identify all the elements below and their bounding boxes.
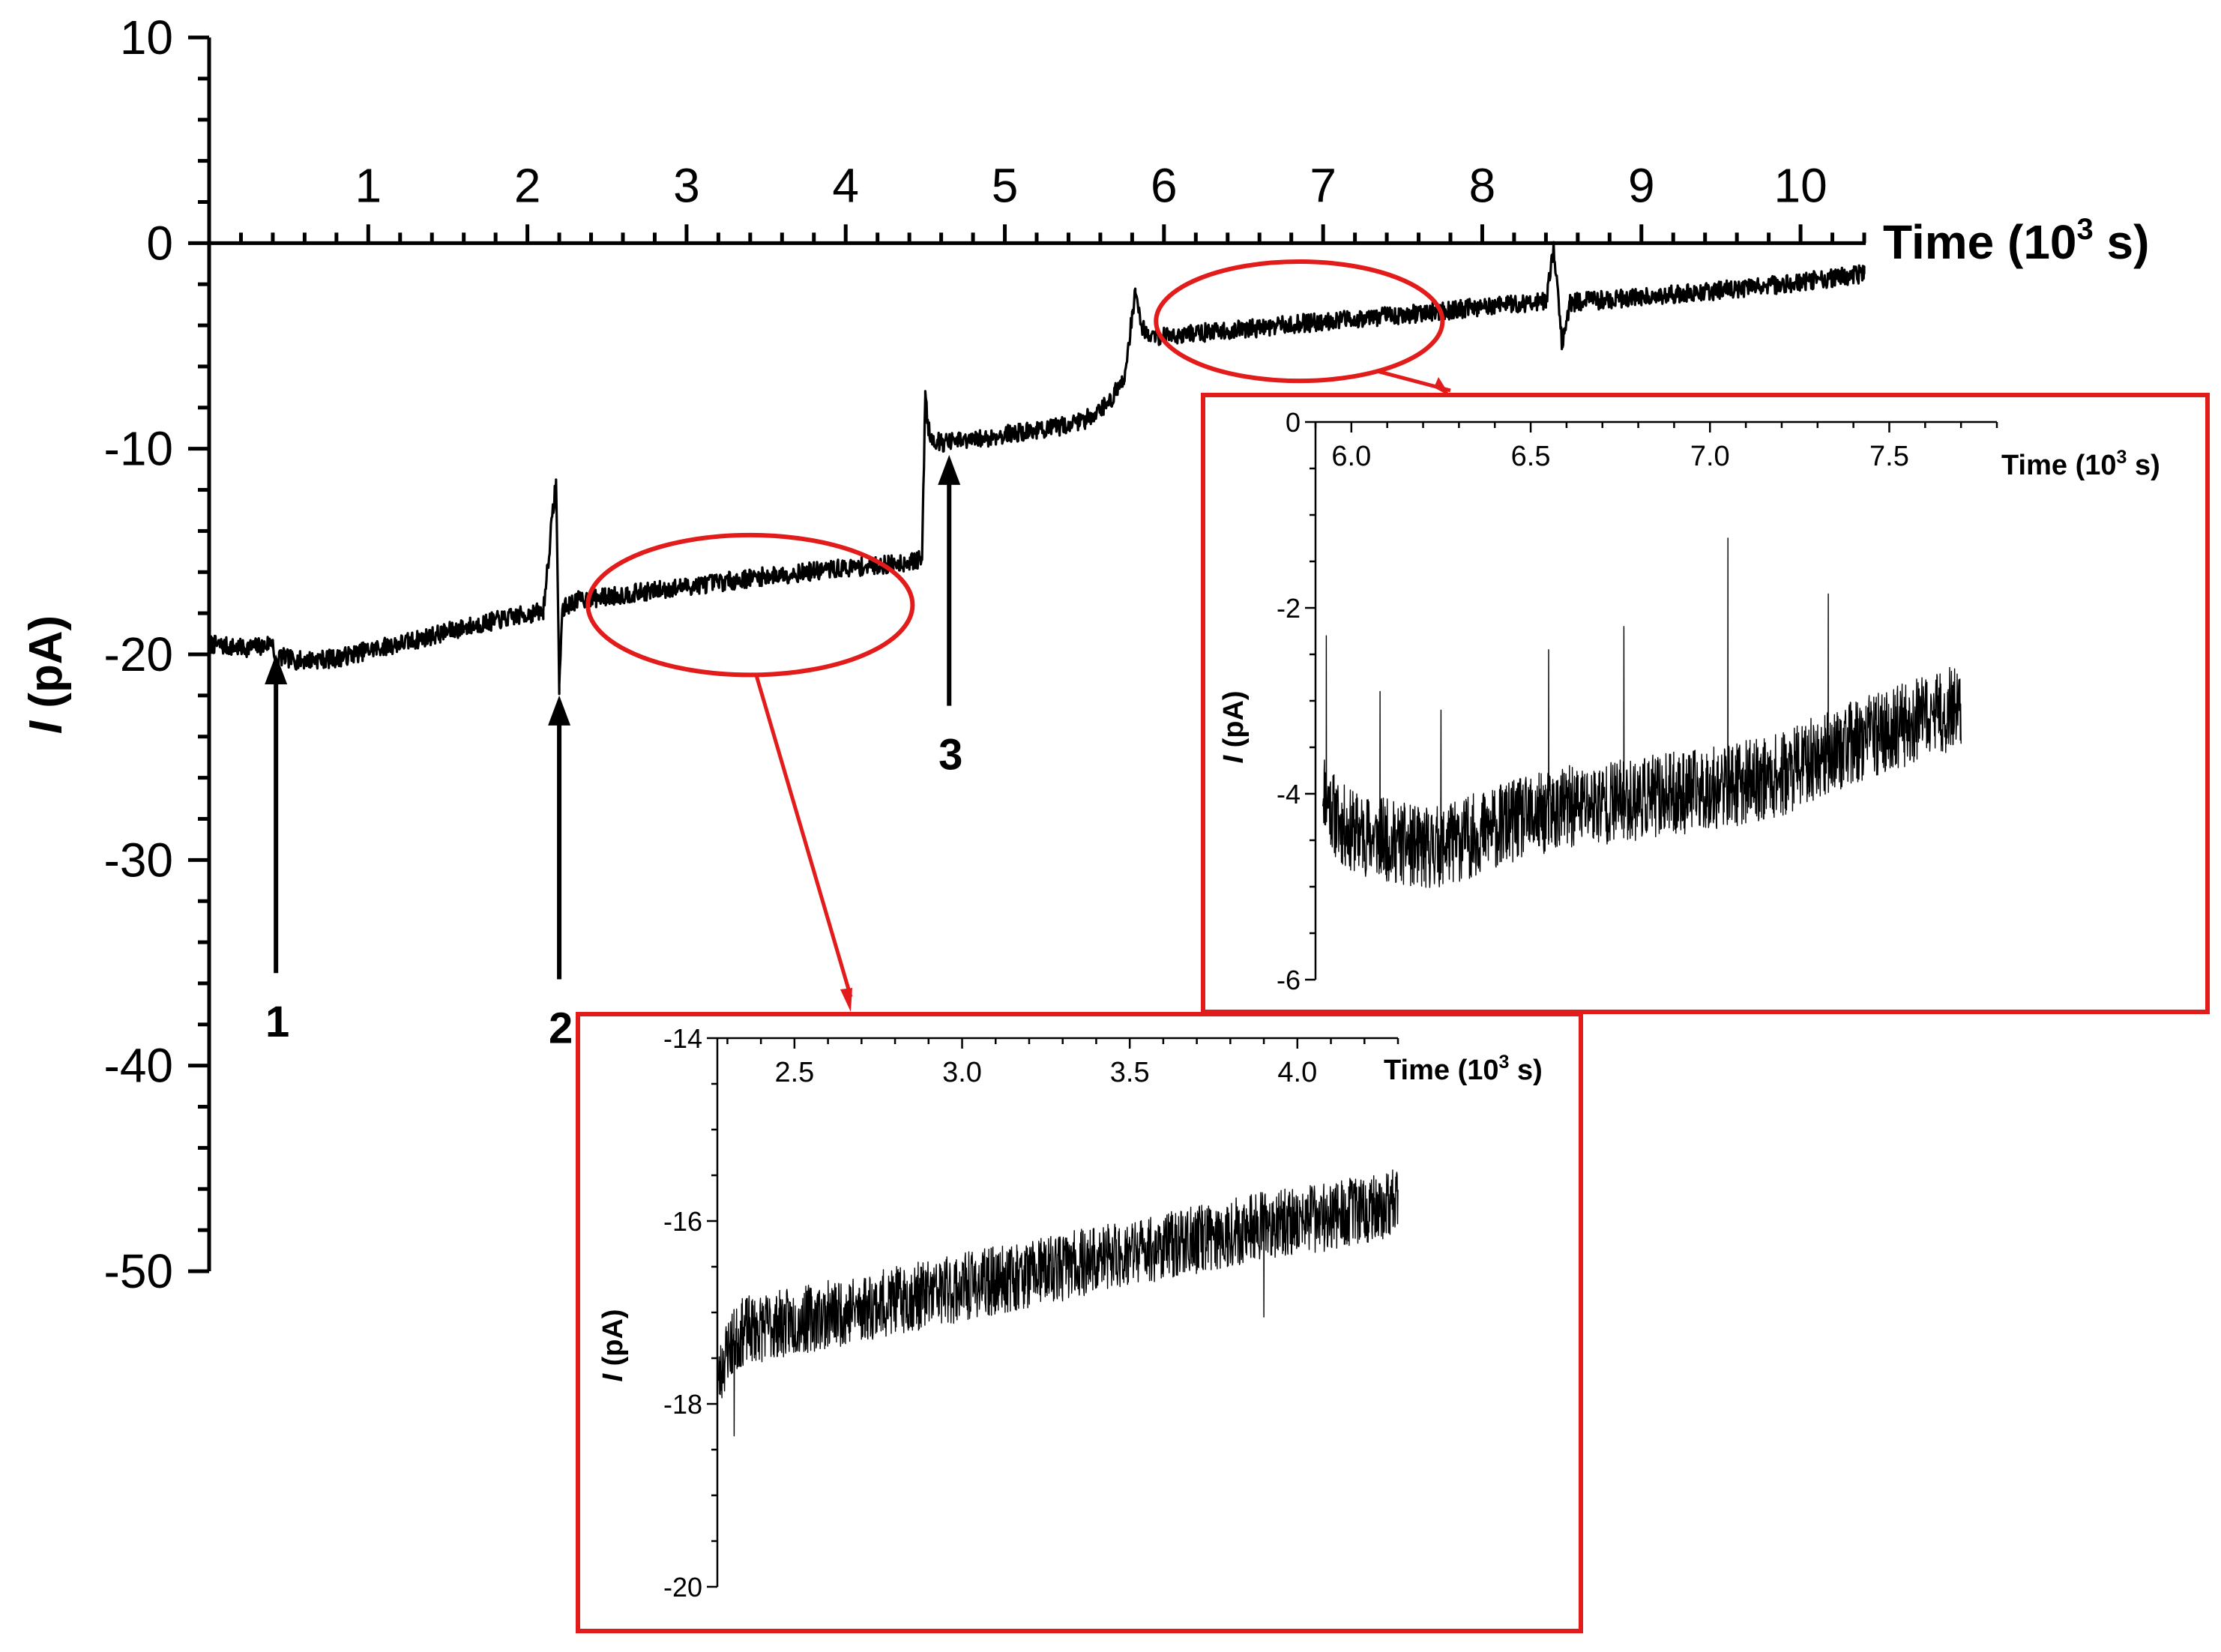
- inset-mid-y-axis-label-unit: (pA): [597, 1309, 629, 1374]
- mid-x-tick-label: 2.5: [774, 1057, 814, 1088]
- mid-y-tick-label: -18: [663, 1389, 702, 1420]
- main-x-axis-label-text: Time (10: [1883, 215, 2077, 269]
- inset-mid-y-axis-label: I (pA): [597, 1309, 629, 1381]
- inset-late-x-axis-label-unit: s): [2127, 450, 2160, 481]
- main-current-trace: [208, 241, 1866, 696]
- inset-late-y-axis-label-symbol: I: [1218, 755, 1250, 764]
- inset-late-ticks: [1305, 420, 1998, 981]
- main-x-tick-label: 9: [1628, 158, 1655, 212]
- injection-arrow-1: 1: [265, 654, 289, 1046]
- main-chart: 100-10-20-30-40-50 1 2 3 4 5 6 7 8 9 10 1 23 Time …: [20, 10, 2149, 1298]
- main-x-tick-label: 4: [832, 158, 859, 212]
- late-x-tick-label: 7.5: [1869, 441, 1909, 472]
- arrow-head-icon: [938, 454, 961, 485]
- inset-late-x-axis-label: Time (103 s): [2001, 447, 2160, 481]
- mid-x-tick-label: 3.0: [942, 1057, 982, 1088]
- main-x-tick-label: 10: [1774, 158, 1827, 212]
- inset-late-frame: [1201, 393, 2210, 1014]
- main-y-tick-label: 0: [146, 216, 173, 270]
- main-y-tick-labels: 10 0 -10 -20 -30 -40 -50: [104, 10, 174, 1298]
- arrow-label: 1: [265, 998, 289, 1046]
- main-y-axis-label-symbol: I: [20, 720, 72, 734]
- main-y-tick-label: -30: [104, 833, 174, 887]
- inset-mid-x-axis-label: Time (103 s): [1384, 1052, 1543, 1086]
- inset-late-current-trace: [1322, 537, 1962, 888]
- main-x-tick-label: 3: [673, 158, 700, 212]
- late-y-tick-label: -6: [1277, 965, 1301, 995]
- inset-late-y-tick-labels: 0 -2 -4 -6: [1277, 407, 1301, 995]
- main-x-tick-label: 1: [355, 158, 382, 212]
- main-y-tick-label: -20: [104, 627, 174, 681]
- inset-late-x-axis-label-exponent: 3: [2116, 447, 2127, 468]
- mid-y-tick-label: -16: [663, 1206, 702, 1237]
- inset-mid-chart: -14 -16 -18 -20 2.5 3.0 3.5 4.0 Time (103 s) I…: [576, 1012, 1583, 1633]
- arrow-label: 3: [938, 731, 962, 780]
- injection-arrow-3: 3: [938, 454, 962, 780]
- main-y-tick-label: -50: [104, 1244, 174, 1298]
- inset-mid-current-trace: [717, 1169, 1399, 1437]
- main-x-axis-label: Time (103 s): [1883, 213, 2149, 269]
- arrow-head-icon: [265, 654, 288, 684]
- inset-mid-x-axis-label-unit: s): [1509, 1055, 1542, 1086]
- main-x-tick-label: 8: [1469, 158, 1496, 212]
- main-x-tick-label: 7: [1310, 158, 1336, 212]
- inset-mid-ticks: [707, 1037, 1399, 1588]
- zoom-link-mid: [754, 674, 853, 998]
- inset-mid-x-axis-label-text: Time (10: [1384, 1055, 1498, 1086]
- zoom-link-late-arrowhead-icon: [1434, 377, 1450, 397]
- inset-mid-frame: [576, 1012, 1583, 1633]
- late-y-tick-label: 0: [1286, 407, 1301, 438]
- late-x-tick-label: 7.0: [1690, 441, 1730, 472]
- late-x-tick-label: 6.0: [1331, 441, 1371, 472]
- main-y-tick-label: -10: [104, 422, 174, 476]
- arrow-head-icon: [548, 695, 571, 726]
- zoom-link-mid-arrowhead-icon: [840, 988, 852, 1012]
- main-x-tick-labels: 1 2 3 4 5 6 7 8 9 10: [355, 158, 1827, 212]
- inset-late-chart: 0 -2 -4 -6 6.0 6.5 7.0 7.5 Time (103 s) I (pA): [1201, 393, 2210, 1014]
- main-y-tick-label: 10: [120, 10, 173, 64]
- inset-mid-y-axis-label-symbol: I: [597, 1373, 629, 1382]
- arrow-label: 2: [549, 1004, 573, 1052]
- late-x-tick-label: 6.5: [1511, 441, 1551, 472]
- zoom-region-marks: [585, 259, 1451, 1012]
- zoom-ellipse-late: [1154, 259, 1445, 384]
- main-x-tick-label: 2: [514, 158, 541, 212]
- main-x-tick-label: 5: [992, 158, 1019, 212]
- main-x-axis-label-exponent: 3: [2077, 213, 2094, 246]
- main-y-axis-label-unit: (pA): [20, 615, 72, 721]
- mid-y-tick-label: -14: [663, 1023, 702, 1054]
- main-x-tick-label: 6: [1151, 158, 1178, 212]
- inset-late-x-axis-label-text: Time (10: [2001, 450, 2116, 481]
- main-y-tick-label: -40: [104, 1039, 174, 1093]
- inset-late-x-tick-labels: 6.0 6.5 7.0 7.5: [1331, 441, 1908, 472]
- late-y-tick-label: -2: [1277, 593, 1301, 624]
- mid-y-tick-label: -20: [663, 1572, 702, 1603]
- injection-arrow-2: 2: [548, 695, 573, 1052]
- inset-late-y-axis-label: I (pA): [1218, 690, 1250, 763]
- injection-arrows: 1 2 3: [265, 454, 962, 1052]
- main-x-axis-label-unit: s): [2094, 215, 2150, 269]
- mid-x-tick-label: 4.0: [1277, 1057, 1317, 1088]
- mid-x-tick-label: 3.5: [1110, 1057, 1150, 1088]
- inset-mid-x-tick-labels: 2.5 3.0 3.5 4.0: [774, 1057, 1317, 1088]
- inset-mid-x-axis-label-exponent: 3: [1498, 1052, 1509, 1073]
- inset-mid-y-tick-labels: -14 -16 -18 -20: [663, 1023, 702, 1603]
- inset-late-y-axis-label-unit: (pA): [1218, 690, 1250, 756]
- zoom-ellipse-mid: [585, 532, 915, 678]
- late-y-tick-label: -4: [1277, 779, 1301, 810]
- main-y-axis-label: I (pA): [20, 615, 72, 734]
